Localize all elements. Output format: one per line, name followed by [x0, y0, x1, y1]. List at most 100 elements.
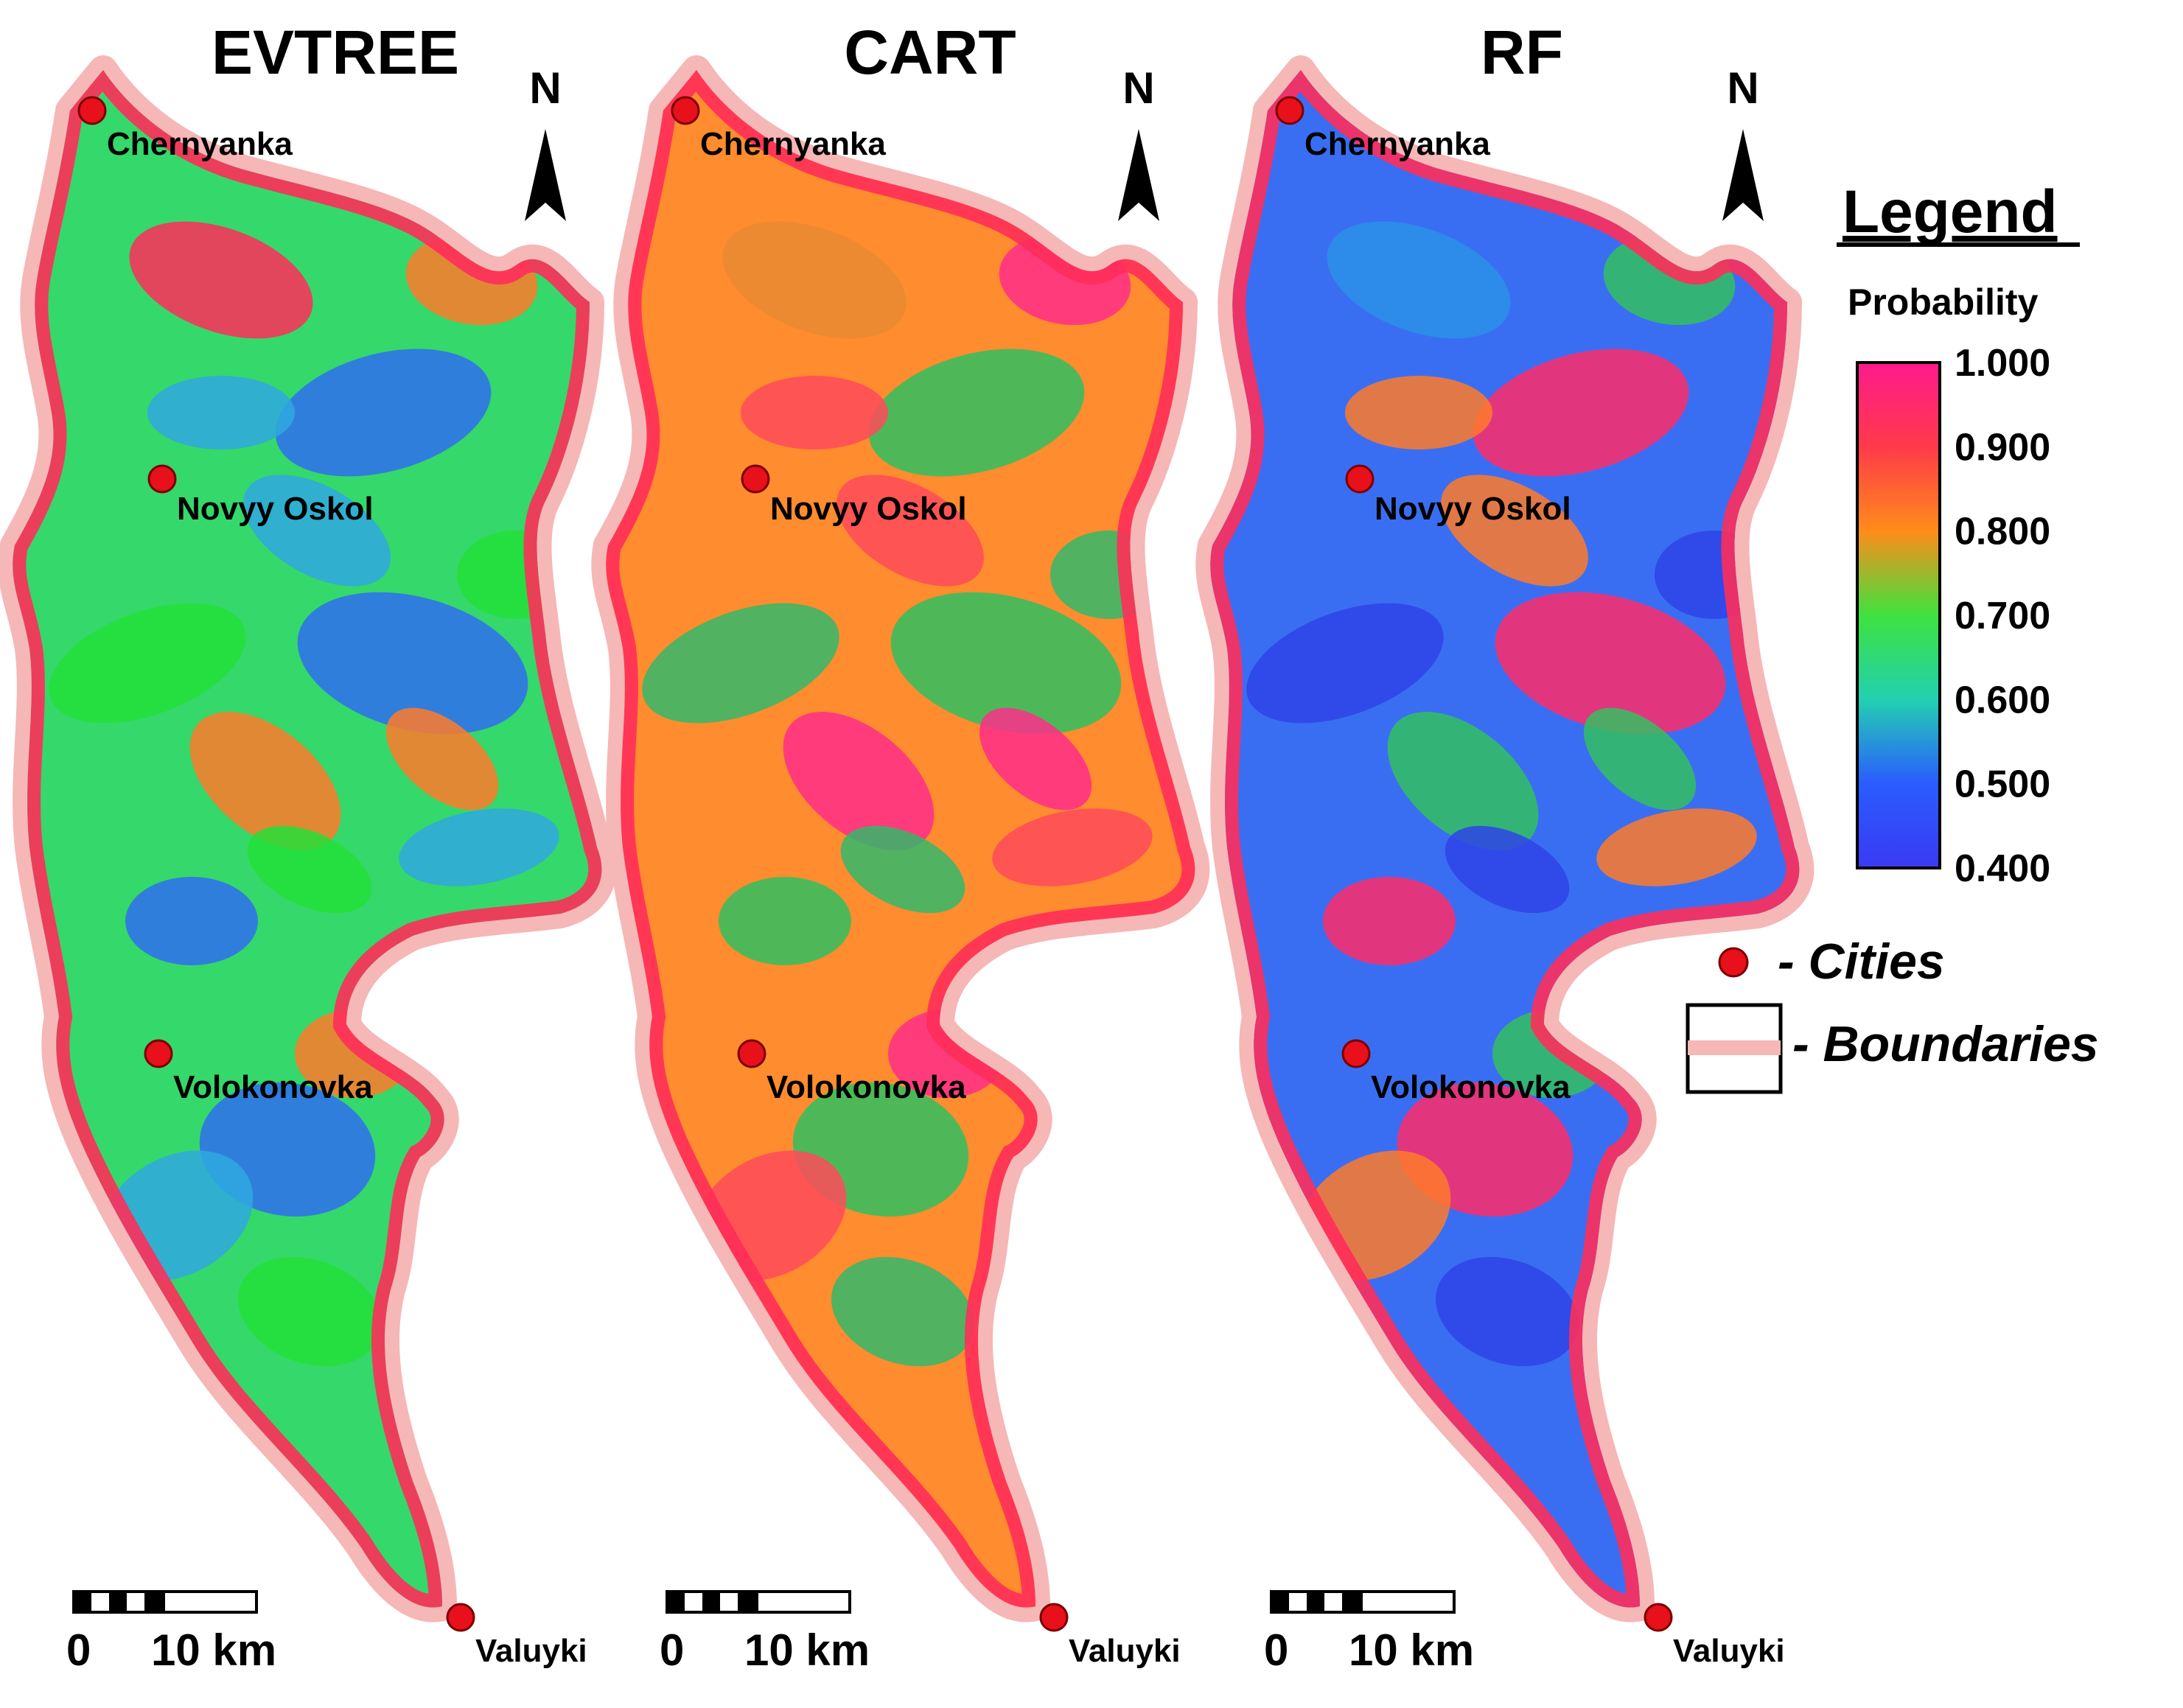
probability-patch [831, 1256, 974, 1367]
legend-boundaries-label: - Boundaries [1792, 1016, 2099, 1072]
legend-tick-label: 0.400 [1955, 847, 2050, 890]
north-label: N [1727, 63, 1758, 113]
probability-patch [741, 376, 888, 449]
city-label: Volokonovka [1371, 1069, 1571, 1105]
city-label: Chernyanka [700, 126, 886, 162]
probability-patch [125, 877, 258, 965]
city-marker [77, 96, 107, 125]
map-panels: EVTREE Chernyanka Novyy Oskol Volokonovka Va… [0, 18, 1814, 1675]
probability-patch [1445, 825, 1570, 914]
legend-tick-label: 0.800 [1955, 511, 2050, 553]
city-marker [671, 96, 700, 125]
scale-start-label: 0 [660, 1625, 684, 1675]
city-label: Volokonovka [173, 1069, 373, 1105]
probability-patch [1441, 475, 1588, 587]
map-area: Chernyanka Novyy Oskol Volokonovka Valuyki N… [591, 55, 1210, 1675]
probability-patch [1327, 221, 1511, 339]
city-marker [144, 1039, 173, 1068]
scale-bar-segment [738, 1592, 758, 1612]
scale-bar-segment [1307, 1592, 1324, 1612]
probability-patch [49, 603, 246, 724]
legend-tick-label: 0.700 [1955, 595, 2050, 637]
probability-patch [1495, 592, 1726, 735]
scale-end-label: 10 km [151, 1625, 276, 1675]
scale-bar-segment [702, 1592, 720, 1612]
north-arrow-icon [1118, 129, 1159, 221]
map-area: Chernyanka Novyy Oskol Volokonovka Valuyki N… [1195, 55, 1814, 1675]
probability-patch [1583, 707, 1697, 811]
scale-bar: 0 10 km [1264, 1590, 1474, 1675]
legend-ticks: 1.000 0.900 0.800 0.700 0.600 0.500 0.400 [1955, 342, 2050, 890]
legend-city-symbol [1718, 947, 1749, 978]
scale-bar-segment [667, 1592, 685, 1612]
city-marker [147, 464, 177, 494]
north-arrow: N [1722, 63, 1764, 221]
probability-patch [868, 349, 1085, 477]
scale-bar-segment [1271, 1592, 1289, 1612]
scale-end-label: 10 km [1349, 1625, 1474, 1675]
legend-colorbar [1856, 361, 1941, 869]
probability-patch [1473, 349, 1689, 477]
probability-patch [1345, 376, 1492, 449]
probability-patch [399, 808, 559, 886]
probability-patch [1655, 531, 1772, 619]
north-label: N [529, 63, 561, 113]
probability-patch [77, 1401, 158, 1472]
north-arrow: N [1118, 63, 1159, 221]
city-marker [1039, 1603, 1069, 1632]
scale-bar: 0 10 km [66, 1590, 276, 1675]
probability-patch [238, 1256, 381, 1367]
probability-patch [642, 603, 839, 724]
legend-subtitle: Probability [1848, 281, 2039, 323]
scale-bar-segment [144, 1592, 165, 1612]
map-panel-evtree: EVTREE Chernyanka Novyy Oskol Volokonovka Va… [0, 18, 617, 1675]
map-panel-cart: CART Chernyanka Novyy Oskol Volokonovka Valu… [591, 18, 1210, 1675]
probability-patches [1246, 221, 1772, 1472]
probability-patch [243, 475, 391, 587]
map-panel-rf: RF Chernyanka Novyy Oskol Volokonovka Valuyk… [1195, 18, 1814, 1675]
city-label: Valuyki [1069, 1633, 1181, 1669]
city-label: Novyy Oskol [177, 491, 374, 527]
probability-patch [719, 877, 851, 965]
panel-title: EVTREE [212, 18, 459, 87]
probability-patch [890, 592, 1122, 735]
probability-patch [189, 712, 341, 850]
city-label: Valuyki [475, 1633, 587, 1669]
legend-tick-label: 0.600 [1955, 679, 2050, 721]
city-marker [1275, 96, 1304, 125]
probability-patch [457, 531, 575, 619]
panel-title: RF [1481, 18, 1563, 87]
map-area: Chernyanka Novyy Oskol Volokonovka Valuyki N… [0, 55, 617, 1675]
city-marker [1341, 1039, 1371, 1068]
scale-end-label: 10 km [744, 1625, 870, 1675]
probability-patch [1323, 877, 1456, 965]
scale-bar: 0 10 km [660, 1590, 870, 1675]
panel-title: CART [844, 18, 1016, 87]
probability-patch [1436, 1256, 1579, 1367]
legend-tick-label: 1.000 [1955, 342, 2050, 385]
city-label: Chernyanka [107, 126, 293, 162]
scale-bar-segment [74, 1592, 91, 1612]
probability-patch [1596, 808, 1757, 886]
city-marker [1345, 464, 1375, 494]
probability-patch [1275, 1401, 1356, 1472]
probability-patch [1050, 531, 1168, 619]
north-arrow: N [525, 63, 566, 221]
probability-patch [275, 349, 492, 477]
legend-tick-label: 0.900 [1955, 426, 2050, 469]
scale-start-label: 0 [1264, 1625, 1288, 1675]
probability-patch [840, 825, 965, 914]
city-label: Volokonovka [766, 1069, 966, 1105]
probability-patch [783, 712, 935, 850]
probability-patch [385, 707, 499, 811]
city-marker [737, 1039, 766, 1068]
city-marker [741, 464, 770, 494]
probability-patch [836, 475, 984, 587]
probability-patch [247, 825, 372, 914]
probability-patch [671, 1401, 752, 1472]
city-label: Novyy Oskol [770, 491, 967, 527]
probability-patch [297, 592, 528, 735]
legend-title: Legend [1843, 178, 2058, 245]
north-arrow-icon [525, 129, 566, 221]
